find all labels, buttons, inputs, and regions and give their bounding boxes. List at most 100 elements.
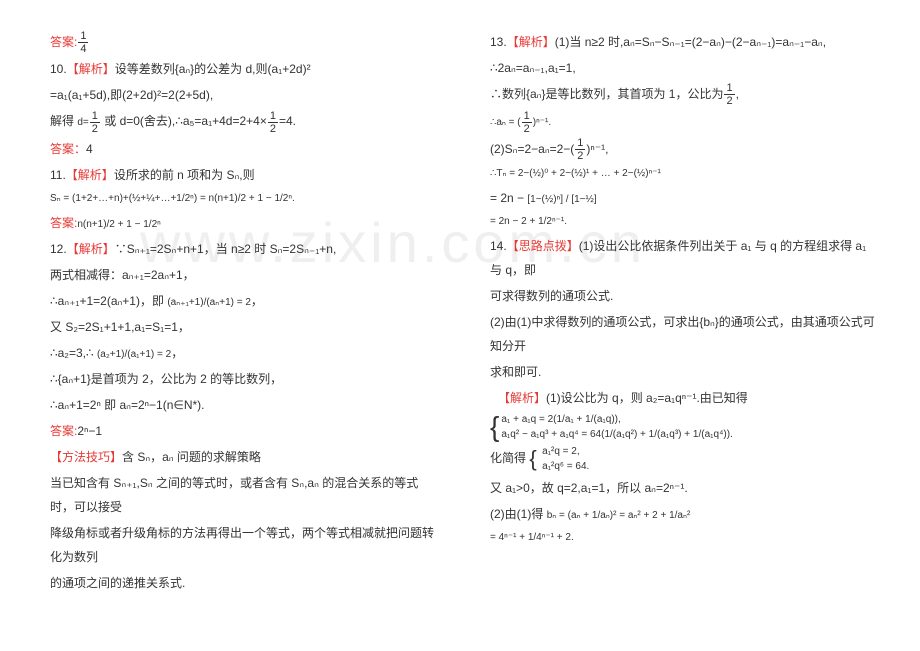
label-answer: 答案: — [50, 424, 77, 438]
text: 2ⁿ−1 — [77, 424, 102, 438]
left-column: 答案:14 10.【解析】设等差数列{aₙ}的公差为 d,则(a₁+2d)² =… — [50, 30, 440, 597]
brace-icon: { — [529, 446, 536, 471]
line-m3: 的通项之间的递推关系式. — [50, 571, 440, 595]
num-12: 12. — [50, 242, 67, 256]
text: 设等差数列{aₙ}的公差为 d,则(a₁+2d)² — [115, 62, 311, 76]
line-10c: 解得 d=12 或 d=0(舍去),∴a₅=a₁+4d=2+4×12=4. — [50, 109, 440, 134]
line-ans-12: 答案:2ⁿ−1 — [50, 419, 440, 443]
line-13b: ∴2aₙ=aₙ₋₁,a₁=1, — [490, 56, 880, 80]
text: ∴数列{aₙ}是等比数列，其首项为 1，公比为 — [490, 87, 723, 101]
num-14: 14. — [490, 239, 507, 253]
text: )ⁿ⁻¹, — [586, 142, 608, 156]
text: 4 — [86, 142, 93, 156]
brace-content: a₁²q = 2, a₁²q⁶ = 64. — [542, 444, 589, 474]
line-12c: ∴aₙ₊₁+1=2(aₙ+1)，即 (aₙ₊₁+1)/(aₙ+1) = 2， — [50, 289, 440, 313]
line-12e: ∴a₂=3,∴ (a₂+1)/(a₁+1) = 2， — [50, 341, 440, 365]
line-12: 12.【解析】∵Sₙ₊₁=2Sₙ+n+1，当 n≥2 时 Sₙ=2Sₙ₋₁+n, — [50, 237, 440, 261]
text: ∴a₂=3,∴ — [50, 346, 94, 360]
text: ∴aₙ = ( — [490, 117, 521, 128]
line-13e: (2)Sₙ=2−aₙ=2−(12)ⁿ⁻¹, — [490, 137, 880, 162]
eq-line: a₁²q = 2, — [542, 444, 589, 459]
text: 解得 — [50, 114, 74, 128]
eq-line: a₁ + a₁q = 2(1/a₁ + 1/(a₁q)), — [501, 412, 732, 427]
line-14i: = 4ⁿ⁻¹ + 1/4ⁿ⁻¹ + 2. — [490, 528, 880, 548]
line-13: 13.【解析】(1)当 n≥2 时,aₙ=Sₙ−Sₙ₋₁=(2−aₙ)−(2−a… — [490, 30, 880, 54]
text: (1)设公比为 q，则 a₂=a₁qⁿ⁻¹.由已知得 — [546, 391, 748, 405]
line-14g: 又 a₁>0，故 q=2,a₁=1，所以 aₙ=2ⁿ⁻¹. — [490, 476, 880, 500]
eq-line: a₁²q⁶ = 64. — [542, 459, 589, 474]
line-14b: 可求得数列的通项公式. — [490, 284, 880, 308]
brace-icon: { — [490, 413, 499, 441]
line-12b: 两式相减得：aₙ₊₁=2aₙ+1， — [50, 263, 440, 287]
text: (2)由(1)得 — [490, 507, 543, 521]
line-m1: 当已知含有 Sₙ₊₁,Sₙ 之间的等式时，或者含有 Sₙ,aₙ 的混合关系的等式… — [50, 471, 440, 519]
num-13: 13. — [490, 35, 507, 49]
line-13g: = 2n − [1−(½)ⁿ] / [1−½] — [490, 186, 880, 210]
frac-1-4: 14 — [78, 30, 88, 55]
line-13c: ∴数列{aₙ}是等比数列，其首项为 1，公比为12, — [490, 82, 880, 107]
text: =4. — [279, 114, 296, 128]
line-ans-4: 答案：4 — [50, 137, 440, 161]
line-11: 11.【解析】设所求的前 n 项和为 Sₙ,则 — [50, 163, 440, 187]
right-column: 13.【解析】(1)当 n≥2 时,aₙ=Sₙ−Sₙ₋₁=(2−aₙ)−(2−a… — [490, 30, 880, 597]
text: = 2n − — [490, 191, 524, 205]
text: ， — [251, 294, 263, 308]
line-14e: 【解析】(1)设公比为 q，则 a₂=a₁qⁿ⁻¹.由已知得 — [490, 386, 880, 410]
line-14c: (2)由(1)中求得数列的通项公式，可求出{bₙ}的通项公式，由其通项公式可知分… — [490, 310, 880, 358]
line-14h: (2)由(1)得 bₙ = (aₙ + 1/aₙ)² = aₙ² + 2 + 1… — [490, 502, 880, 526]
text: ∵Sₙ₊₁=2Sₙ+n+1，当 n≥2 时 Sₙ=2Sₙ₋₁+n, — [115, 242, 337, 256]
text: (a₂+1)/(a₁+1) = 2 — [97, 349, 171, 360]
line-ans-11: 答案:n(n+1)/2 + 1 − 1/2ⁿ — [50, 211, 440, 235]
frac-half: 12 — [522, 110, 532, 135]
label-answer: 答案: — [50, 35, 77, 49]
line-14d: 求和即可. — [490, 360, 880, 384]
text: ∴aₙ₊₁+1=2(aₙ+1)，即 — [50, 294, 164, 308]
line-12d: 又 S₂=2S₁+1+1,a₁=S₁=1， — [50, 315, 440, 339]
frac-half: 12 — [724, 82, 734, 107]
line-13f: ∴Tₙ = 2−(½)⁰ + 2−(½)¹ + … + 2−(½)ⁿ⁻¹ — [490, 164, 880, 184]
text: 含 Sₙ，aₙ 问题的求解策略 — [122, 450, 261, 464]
frac-half: 12 — [90, 110, 100, 135]
label-answer: 答案: — [50, 216, 77, 230]
page: 答案:14 10.【解析】设等差数列{aₙ}的公差为 d,则(a₁+2d)² =… — [0, 0, 920, 617]
num-10: 10. — [50, 62, 67, 76]
frac-half2: 12 — [268, 110, 278, 135]
line-14: 14.【思路点拨】(1)设出公比依据条件列出关于 a₁ 与 q 的方程组求得 a… — [490, 234, 880, 282]
line-11-eq: Sₙ = (1+2+…+n)+(½+¼+…+1/2ⁿ) = n(n+1)/2 +… — [50, 189, 440, 209]
text: (2)Sₙ=2−aₙ=2−( — [490, 142, 574, 156]
label-answer: 答案： — [50, 142, 86, 156]
text: [1−(½)ⁿ] / [1−½] — [527, 194, 596, 205]
text: (1)当 n≥2 时,aₙ=Sₙ−Sₙ₋₁=(2−aₙ)−(2−aₙ₋₁)=aₙ… — [555, 35, 826, 49]
text: 化简得 — [490, 451, 526, 465]
line-method: 【方法技巧】含 Sₙ，aₙ 问题的求解策略 — [50, 445, 440, 469]
label-method: 【方法技巧】 — [50, 450, 122, 464]
eq-line: a₁q² − a₁q³ + a₁q⁴ = 64(1/(a₁q²) + 1/(a₁… — [501, 427, 732, 442]
line-12g: ∴aₙ+1=2ⁿ 即 aₙ=2ⁿ−1(n∈N*). — [50, 393, 440, 417]
line-13h: = 2n − 2 + 1/2ⁿ⁻¹. — [490, 212, 880, 232]
line-14f: 化简得 { a₁²q = 2, a₁²q⁶ = 64. — [490, 444, 880, 474]
text: n(n+1)/2 + 1 − 1/2ⁿ — [77, 219, 160, 230]
text: ， — [171, 346, 183, 360]
label-analysis: 【解析】 — [67, 62, 115, 76]
text: 设所求的前 n 项和为 Sₙ,则 — [114, 168, 255, 182]
line-10: 10.【解析】设等差数列{aₙ}的公差为 d,则(a₁+2d)² — [50, 57, 440, 81]
text: )ⁿ⁻¹. — [533, 117, 551, 128]
text: bₙ = (aₙ + 1/aₙ)² = aₙ² + 2 + 1/aₙ² — [547, 510, 691, 521]
line-10b: =a₁(a₁+5d),即(2+2d)²=2(2+5d), — [50, 83, 440, 107]
brace-system-1: { a₁ + a₁q = 2(1/a₁ + 1/(a₁q)), a₁q² − a… — [490, 412, 880, 442]
label-analysis: 【解析】 — [67, 242, 115, 256]
frac-half: 12 — [575, 137, 585, 162]
label-analysis: 【解析】 — [66, 168, 114, 182]
label-analysis: 【解析】 — [490, 391, 546, 405]
text: (aₙ₊₁+1)/(aₙ+1) = 2 — [167, 297, 251, 308]
text: d= — [77, 117, 88, 128]
line-12f: ∴{aₙ+1}是首项为 2，公比为 2 的等比数列， — [50, 367, 440, 391]
line-ans-1: 答案:14 — [50, 30, 440, 55]
label-hint: 【思路点拨】 — [507, 239, 579, 253]
text: 或 d=0(舍去),∴a₅=a₁+4d=2+4× — [104, 114, 267, 128]
text: , — [736, 87, 739, 101]
line-13d: ∴aₙ = (12)ⁿ⁻¹. — [490, 109, 880, 134]
brace-content: a₁ + a₁q = 2(1/a₁ + 1/(a₁q)), a₁q² − a₁q… — [501, 412, 732, 442]
label-analysis: 【解析】 — [507, 35, 555, 49]
line-m2: 降级角标或者升级角标的方法再得出一个等式，两个等式相减就把问题转化为数列 — [50, 521, 440, 569]
